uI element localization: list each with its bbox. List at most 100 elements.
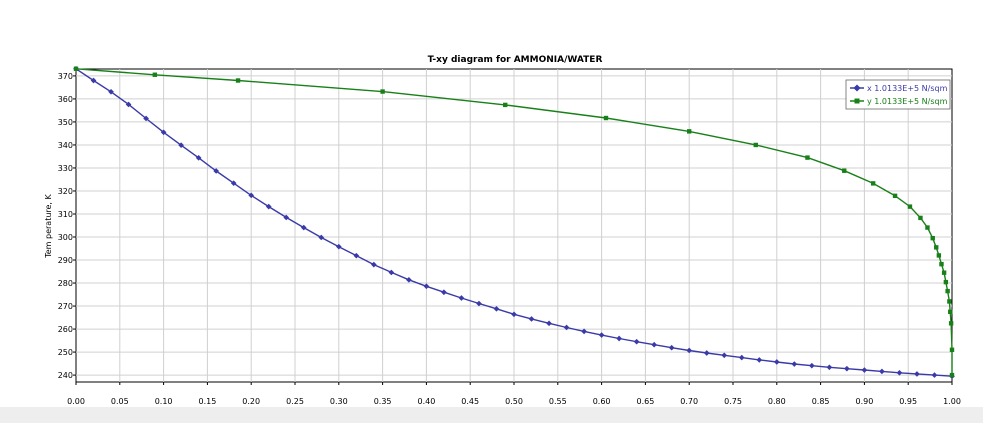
series-x-point bbox=[423, 283, 430, 290]
y-tick-label: 250 bbox=[58, 348, 73, 357]
series-x-point bbox=[773, 359, 780, 365]
legend[interactable]: x 1.0133E+5 N/sqm y 1.0133E+5 N/sqm bbox=[845, 79, 951, 110]
legend-y-label: y 1.0133E+5 N/sqm bbox=[867, 97, 948, 106]
series-x-point bbox=[178, 142, 184, 149]
series-x-point bbox=[265, 203, 272, 210]
y-tick-label: 240 bbox=[58, 371, 73, 380]
x-tick-label: 0.80 bbox=[768, 397, 786, 406]
series-y-point bbox=[948, 309, 953, 315]
x-tick-label: 1.00 bbox=[943, 397, 961, 406]
y-tick-label: 360 bbox=[58, 95, 73, 104]
series-y-point bbox=[930, 235, 935, 241]
x-tick-label: 0.70 bbox=[680, 397, 698, 406]
series-y-point bbox=[503, 102, 508, 108]
series-x-point bbox=[598, 332, 605, 338]
legend-box bbox=[845, 79, 951, 110]
x-tick-label: 0.45 bbox=[461, 397, 479, 406]
series-x-point bbox=[861, 367, 868, 373]
y-tick-label: 340 bbox=[58, 141, 73, 150]
series-y-point bbox=[907, 204, 913, 209]
series-x-point bbox=[511, 311, 517, 318]
x-tick-label: 0.05 bbox=[111, 397, 129, 406]
series-x-point bbox=[809, 362, 815, 369]
series-x-point bbox=[371, 261, 377, 268]
x-tick-label: 0.75 bbox=[724, 397, 742, 406]
y-tick-label: 310 bbox=[58, 210, 73, 219]
y-tick-label: 300 bbox=[58, 233, 73, 242]
series-y-point bbox=[842, 168, 847, 173]
y-tick-label: 260 bbox=[58, 325, 73, 334]
series-x-point bbox=[335, 243, 342, 250]
series-y-point bbox=[687, 129, 692, 134]
y-tick-label: 270 bbox=[58, 302, 73, 311]
bottom-status-strip bbox=[0, 407, 983, 423]
series-x-point bbox=[703, 350, 710, 356]
x-tick-label: 0.25 bbox=[286, 397, 304, 406]
series-y-point bbox=[892, 193, 898, 199]
series-y-point bbox=[235, 78, 241, 83]
x-tick-label: 0.60 bbox=[593, 397, 611, 406]
series-x-point bbox=[879, 368, 885, 375]
series-y-point bbox=[939, 261, 944, 267]
series-y-point bbox=[603, 115, 609, 121]
x-tick-label: 0.85 bbox=[812, 397, 830, 406]
y-tick-label: 280 bbox=[58, 279, 73, 288]
series-x-point bbox=[844, 365, 850, 372]
series-x-point bbox=[125, 101, 132, 108]
series-x-point bbox=[248, 192, 255, 199]
series-y-point bbox=[949, 372, 955, 378]
x-tick-label: 0.10 bbox=[155, 397, 173, 406]
series-x-point bbox=[353, 252, 360, 259]
y-axis-label: Tem perature, K bbox=[44, 193, 53, 258]
series-x-point bbox=[668, 344, 675, 351]
series-x-point bbox=[283, 214, 290, 221]
y-tick-label: 330 bbox=[58, 164, 73, 173]
legend-x-label: x 1.0133E+5 N/sqm bbox=[867, 84, 948, 93]
series-x-point bbox=[213, 168, 219, 174]
series-x-point bbox=[318, 234, 325, 241]
series-y-point bbox=[949, 347, 955, 352]
series-y-point bbox=[947, 299, 952, 304]
series-x-point bbox=[528, 316, 535, 322]
x-tick-label: 0.90 bbox=[855, 397, 873, 406]
series-x-point bbox=[686, 347, 693, 354]
series-x-point bbox=[931, 372, 938, 378]
x-tick-label: 0.30 bbox=[330, 397, 348, 406]
series-x-point bbox=[476, 300, 482, 307]
series-x-point bbox=[633, 338, 640, 345]
series-x-point bbox=[756, 357, 763, 363]
series-y-point bbox=[73, 66, 79, 71]
series-x-point bbox=[195, 155, 202, 161]
series-layer bbox=[73, 65, 955, 380]
x-tick-label: 0.35 bbox=[374, 397, 392, 406]
series-x-point bbox=[826, 364, 833, 371]
series-y-point bbox=[380, 89, 385, 94]
series-x-point bbox=[143, 115, 149, 122]
series-y-point bbox=[941, 270, 947, 275]
series-y-point bbox=[943, 279, 949, 285]
series-y-point bbox=[918, 215, 923, 221]
x-tick-label: 0.20 bbox=[242, 397, 260, 406]
series-x-point bbox=[300, 224, 307, 231]
series-y-point bbox=[870, 181, 876, 186]
legend-x-marker bbox=[853, 84, 861, 92]
series-x-point bbox=[160, 129, 167, 136]
x-tick-label: 0.40 bbox=[417, 397, 435, 406]
series-x-point bbox=[406, 276, 412, 283]
legend-y-marker bbox=[854, 98, 860, 104]
x-tick-label: 0.00 bbox=[67, 397, 85, 406]
x-tick-label: 0.50 bbox=[505, 397, 523, 406]
series-y-point bbox=[936, 253, 942, 258]
series-x-point bbox=[108, 88, 114, 95]
series-x-point bbox=[458, 295, 465, 301]
grid-lines bbox=[76, 69, 952, 382]
x-tick-label: 0.95 bbox=[899, 397, 917, 406]
series-y-point bbox=[753, 142, 758, 148]
series-x-point bbox=[441, 289, 447, 296]
series-y-point bbox=[934, 245, 939, 250]
y-tick-label: 290 bbox=[58, 256, 73, 265]
series-x-point bbox=[388, 269, 395, 276]
y-tick-label: 350 bbox=[58, 118, 73, 127]
y-tick-label: 320 bbox=[58, 187, 73, 196]
